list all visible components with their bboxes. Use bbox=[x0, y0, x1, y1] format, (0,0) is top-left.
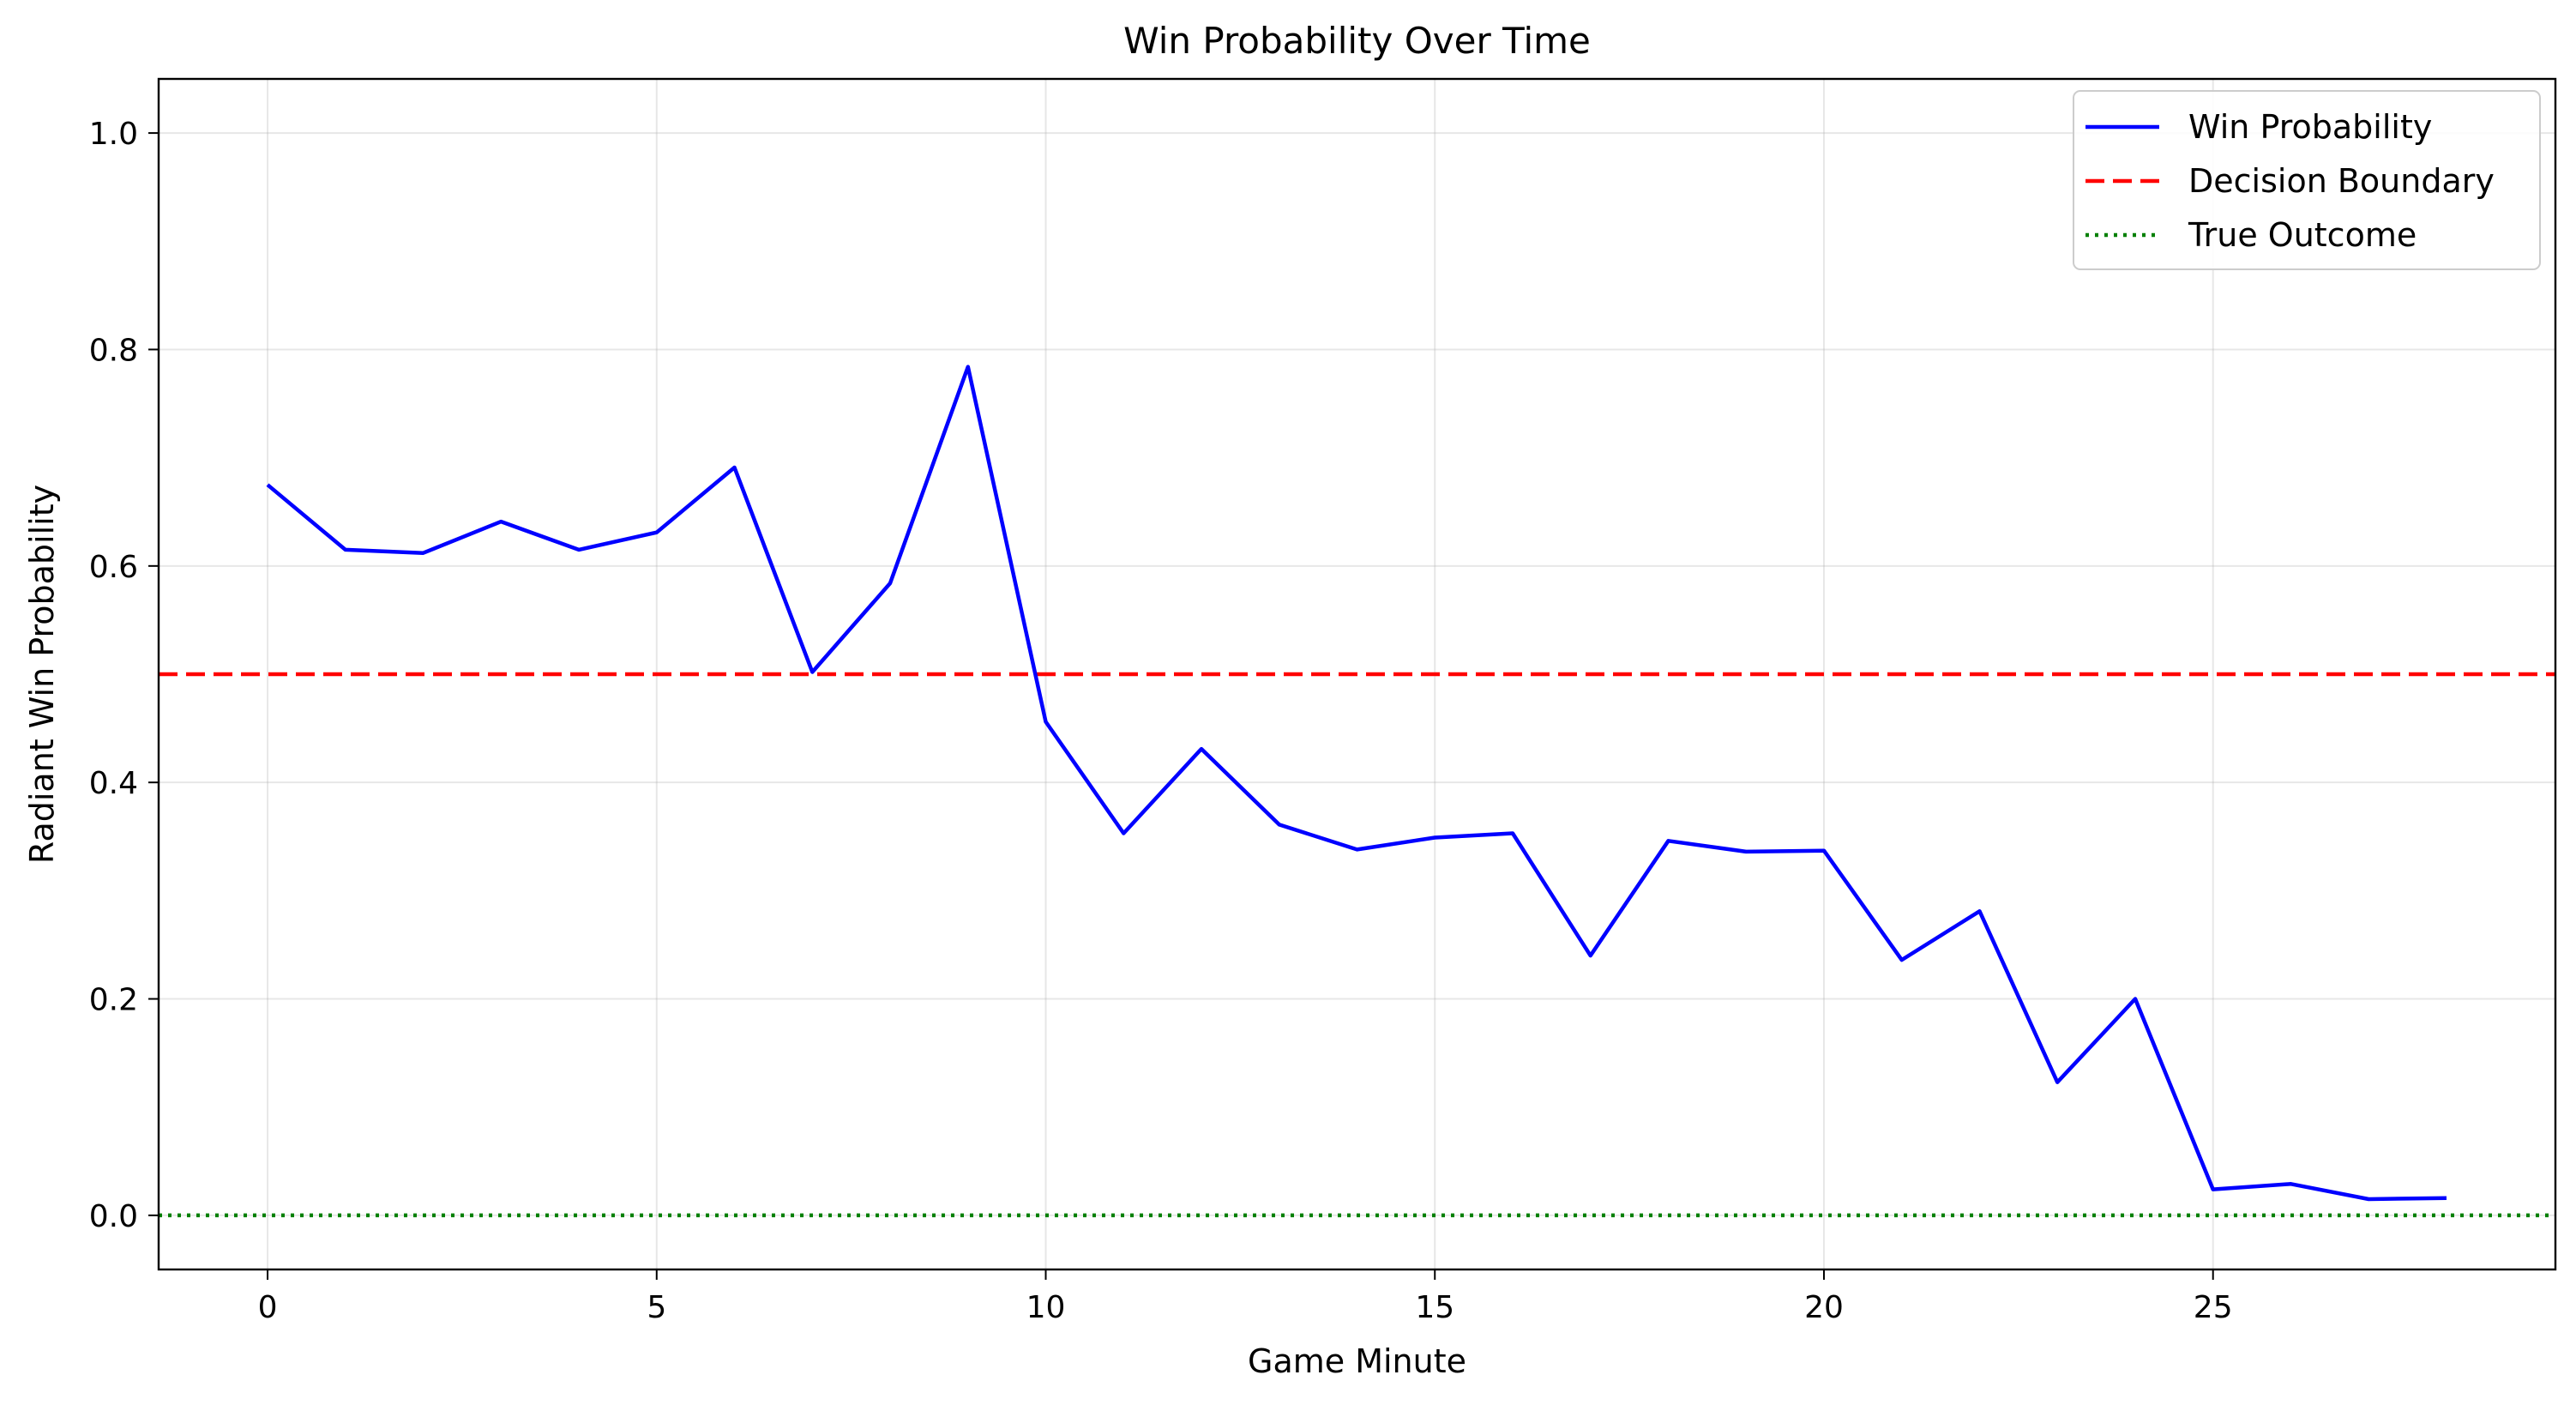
legend: Win Probability Decision Boundary True Out… bbox=[2073, 90, 2541, 270]
y-tick-label: 1.0 bbox=[89, 117, 138, 152]
legend-decision-boundary: Decision Boundary bbox=[2085, 162, 2495, 200]
legend-label: Decision Boundary bbox=[2188, 162, 2495, 200]
x-tick-label: 25 bbox=[2194, 1290, 2233, 1325]
x-tick-label: 0 bbox=[258, 1290, 278, 1325]
legend-label: Win Probability bbox=[2188, 108, 2432, 146]
x-tick-label: 20 bbox=[1804, 1290, 1844, 1325]
x-axis-label: Game Minute bbox=[1248, 1342, 1466, 1380]
axis-ticks: 0 5 10 15 20 25 0.0 0.2 0.4 0.6 0.8 1.0 bbox=[89, 117, 2233, 1325]
y-axis-label: Radiant Win Probability bbox=[23, 485, 61, 864]
chart-title: Win Probability Over Time bbox=[1123, 20, 1591, 62]
legend-true-outcome: True Outcome bbox=[2085, 216, 2417, 254]
legend-box bbox=[2073, 90, 2541, 270]
plot-area bbox=[159, 365, 2555, 1218]
y-tick-label: 0.6 bbox=[89, 550, 138, 585]
x-tick-label: 10 bbox=[1026, 1290, 1066, 1325]
legend-label: True Outcome bbox=[2188, 216, 2417, 254]
y-tick-label: 0.0 bbox=[89, 1199, 138, 1234]
y-tick-label: 0.8 bbox=[89, 333, 138, 368]
plot-frame bbox=[157, 77, 2557, 1271]
x-tick-label: 5 bbox=[647, 1290, 666, 1325]
legend-win-probability: Win Probability bbox=[2085, 108, 2432, 146]
y-tick-label: 0.2 bbox=[89, 983, 138, 1018]
y-tick-label: 0.4 bbox=[89, 766, 138, 801]
x-tick-label: 15 bbox=[1415, 1290, 1454, 1325]
